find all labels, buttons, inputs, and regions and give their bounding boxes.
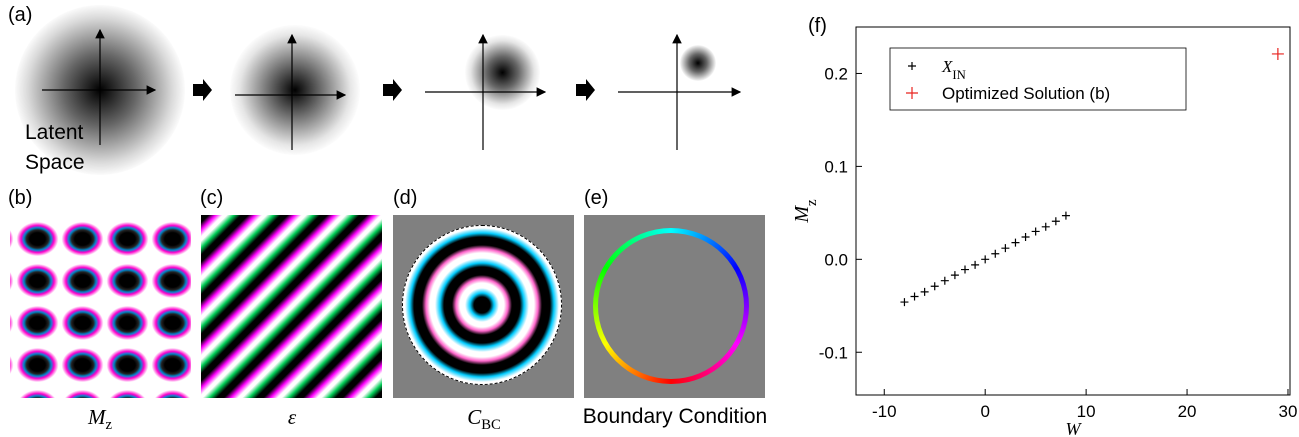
point (930, 282, 939, 291)
latent-text: Latent Space (25, 118, 85, 178)
point (920, 287, 929, 296)
latent-line: Latent (25, 121, 84, 144)
x-axis-label: W (1066, 419, 1083, 437)
y-tick-label: 0.1 (824, 157, 848, 176)
point (1041, 222, 1050, 231)
boundary-inner (598, 233, 744, 379)
y-tick-label: -0.1 (819, 343, 848, 362)
legend-label: Optimized Solution (b) (942, 84, 1110, 103)
chart: -10 0 10 20 30 -0.1 0.0 0.1 0.2 W Mz XIN Optimized S… (791, 26, 1298, 437)
point (1011, 238, 1020, 247)
x-tick-label: 10 (1077, 402, 1096, 421)
point (940, 276, 949, 285)
point (1051, 217, 1060, 226)
panel-label: (b) (8, 187, 33, 209)
plot-frame (855, 26, 1291, 396)
latent-axes (42, 28, 742, 150)
point (961, 265, 970, 274)
latent-line: Space (25, 151, 85, 174)
latent-blob (465, 35, 540, 110)
caption: CBC (467, 405, 501, 434)
x-tick-label: 30 (1279, 402, 1298, 421)
point (1031, 227, 1040, 236)
y-axis-label: Mz (791, 199, 820, 224)
point (1061, 211, 1070, 220)
legend-label: XIN (941, 57, 966, 82)
boundary-image (584, 215, 765, 398)
x-tick-label: 0 (980, 402, 989, 421)
point (1001, 244, 1010, 253)
x-tick-label: -10 (872, 402, 897, 421)
cbc-disk (402, 225, 562, 385)
legend-marker (906, 87, 918, 99)
point (1021, 233, 1030, 242)
panel-label: (c) (200, 187, 224, 209)
panel-label: (d) (393, 187, 418, 209)
point (1271, 47, 1284, 60)
panel-label: (f) (808, 15, 827, 37)
latent-blob (680, 45, 716, 81)
y-tick-label: 0.0 (824, 250, 848, 269)
point (981, 255, 990, 264)
epsilon-image (201, 215, 382, 398)
panel-label: (e) (584, 187, 609, 209)
caption: Boundary Condition (582, 405, 768, 428)
point (971, 260, 980, 269)
point (900, 298, 909, 307)
panel-label: (a) (8, 4, 33, 26)
x-tick-label: 20 (1178, 402, 1197, 421)
cbc-image (393, 215, 574, 398)
legend-marker (908, 62, 916, 70)
caption: ε (287, 405, 297, 429)
y-tick-label: 0.2 (824, 64, 848, 83)
point (910, 292, 919, 301)
mz-image (10, 215, 191, 398)
caption: Mz (87, 405, 113, 434)
point (950, 271, 959, 280)
legend-box (889, 47, 1187, 111)
point (991, 249, 1000, 258)
latent-blob (230, 25, 360, 155)
